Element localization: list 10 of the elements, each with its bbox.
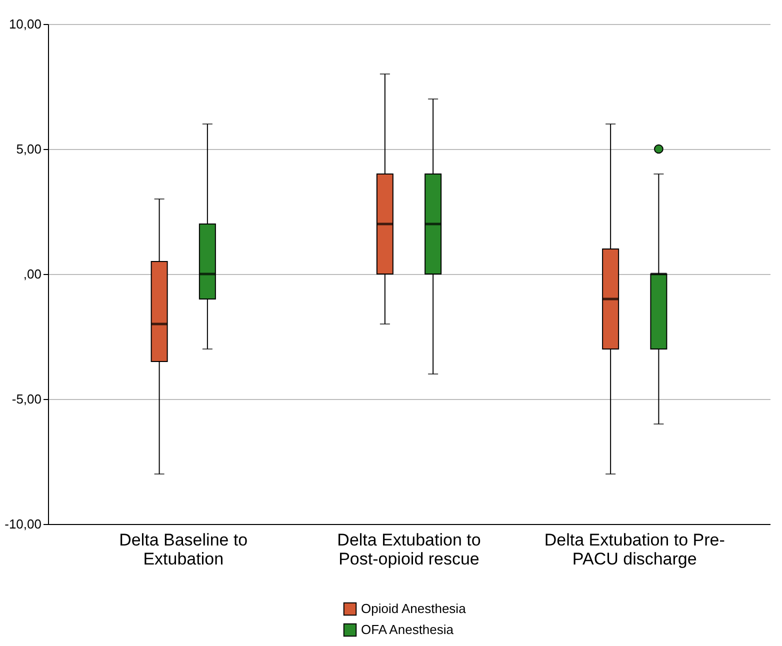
y-tick-label: -10,00 xyxy=(4,516,42,532)
y-tick-label: 5,00 xyxy=(16,142,42,156)
y-tick-label: ,00 xyxy=(23,266,42,282)
x-tick-label: Delta Baseline to Extubation xyxy=(119,530,248,568)
y-tick-label: 10,00 xyxy=(8,16,42,32)
legend-label: OFA Anesthesia xyxy=(361,622,454,637)
x-tick-label: Delta Extubation to Pre-PACU discharge xyxy=(544,530,725,568)
y-tick-label: -5,00 xyxy=(12,392,42,406)
x-tick-label: Delta Extubation to Post-opioid rescue xyxy=(337,530,481,568)
legend-label: Opioid Anesthesia xyxy=(361,601,467,616)
